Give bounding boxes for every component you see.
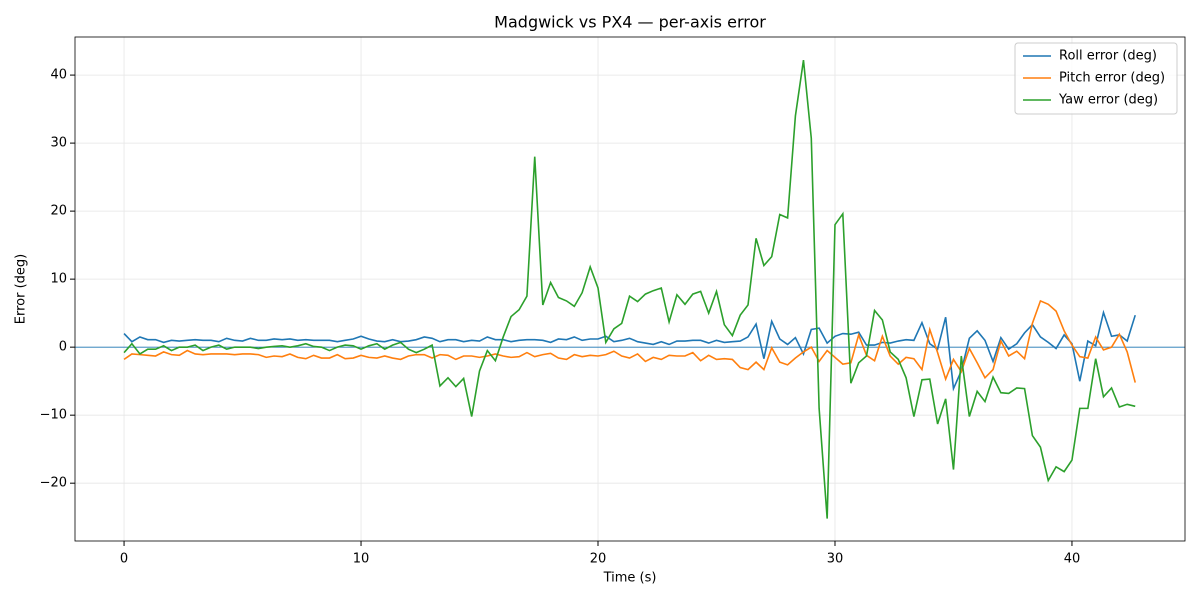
legend-label: Pitch error (deg) xyxy=(1059,71,1165,86)
legend-box xyxy=(1014,42,1178,115)
x-tick-label: 40 xyxy=(1064,552,1081,567)
y-axis-label: Error (deg) xyxy=(14,254,29,324)
x-tick-label: 20 xyxy=(590,552,607,567)
x-axis-label: Time (s) xyxy=(603,571,657,586)
legend-label: Yaw error (deg) xyxy=(1058,93,1158,108)
y-tick-label: 40 xyxy=(50,68,67,83)
y-tick-label: 10 xyxy=(50,272,67,287)
series-line xyxy=(123,60,1136,519)
legend-label: Roll error (deg) xyxy=(1059,49,1157,64)
y-tick-label: 30 xyxy=(50,136,67,151)
y-tick-label: 20 xyxy=(50,204,67,219)
x-tick-label: 10 xyxy=(353,552,370,567)
x-tick-label: 30 xyxy=(827,552,844,567)
x-tick-label: 0 xyxy=(120,552,128,567)
y-tick-label: −10 xyxy=(40,408,67,423)
series-line xyxy=(123,299,1137,383)
chart-title: Madgwick vs PX4 — per-axis error xyxy=(494,13,766,32)
plot-frame xyxy=(74,36,1186,542)
y-tick-label: −20 xyxy=(40,476,67,491)
y-tick-label: 0 xyxy=(59,340,67,355)
series-line xyxy=(123,309,1136,392)
